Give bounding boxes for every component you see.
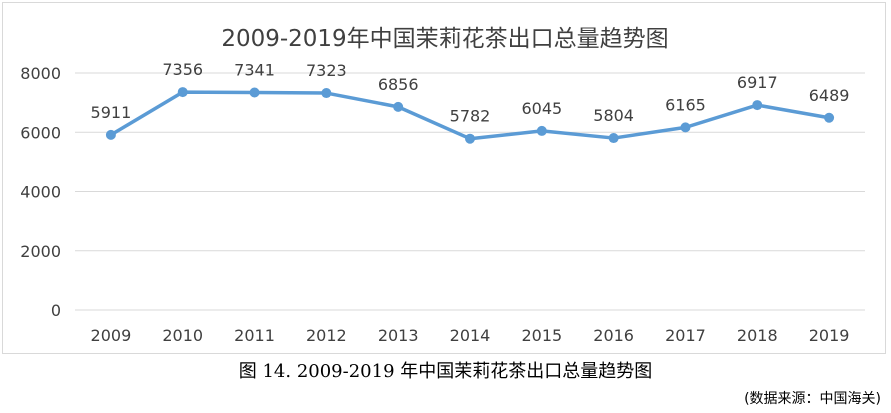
data-label: 6856 [378, 75, 419, 94]
y-tick-label: 4000 [20, 183, 61, 202]
data-label: 6165 [665, 95, 706, 114]
data-point [752, 100, 763, 111]
data-point [321, 88, 332, 99]
y-tick-label: 0 [51, 301, 61, 320]
x-tick-label: 2009 [91, 326, 132, 345]
x-tick-label: 2013 [378, 326, 419, 345]
data-point [249, 87, 260, 98]
line-chart: 0 2000 4000 6000 8000 2009 2010 2011 2012 2013 201… [20, 60, 865, 345]
data-point [465, 133, 475, 144]
data-point [608, 133, 619, 144]
data-label: 5782 [450, 107, 491, 126]
data-label: 5911 [91, 103, 132, 122]
data-point [105, 129, 116, 140]
chart-frame: 2009-2019年中国茉莉花茶出口总量趋势图 0 2000 4000 6000 800… [2, 2, 886, 354]
data-point [824, 112, 835, 123]
x-tick-label: 2019 [809, 326, 850, 345]
y-tick-label: 2000 [20, 242, 61, 261]
data-label: 7341 [234, 61, 275, 80]
x-tick-label: 2018 [737, 326, 778, 345]
figure-caption: 图 14. 2009-2019 年中国茉莉花茶出口总量趋势图 [238, 361, 653, 382]
data-label: 6917 [737, 73, 778, 92]
x-tick-label: 2015 [521, 326, 562, 345]
source-note: (数据来源：中国海关) [744, 391, 881, 407]
x-tick-label: 2012 [306, 326, 347, 345]
data-label: 6489 [809, 86, 850, 105]
data-point [536, 125, 547, 136]
data-point [177, 87, 188, 98]
x-tick-label: 2017 [665, 326, 706, 345]
chart-title: 2009-2019年中国茉莉花茶出口总量趋势图 [221, 26, 669, 52]
data-label: 7356 [162, 60, 203, 79]
data-point [680, 122, 691, 133]
data-point [393, 101, 404, 112]
x-tick-label: 2010 [162, 326, 203, 345]
data-label: 5804 [593, 106, 634, 125]
x-tick-label: 2014 [450, 326, 491, 345]
data-label: 7323 [306, 61, 347, 80]
data-label: 6045 [521, 99, 562, 118]
y-tick-label: 8000 [20, 64, 61, 83]
y-tick-label: 6000 [20, 123, 61, 142]
x-tick-label: 2011 [234, 326, 275, 345]
x-tick-label: 2016 [593, 326, 634, 345]
